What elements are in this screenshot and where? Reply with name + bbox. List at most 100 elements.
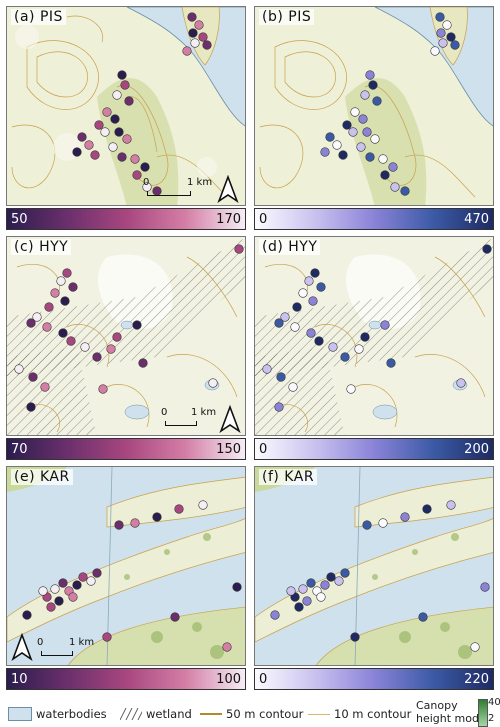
- sample-point: [304, 276, 314, 286]
- sample-point: [400, 186, 410, 196]
- sample-point: [66, 336, 76, 346]
- sample-point: [480, 582, 490, 592]
- map-legend: waterbodies wetland 50 m contour 10 m co…: [0, 697, 500, 727]
- panel-label-f: (f) KAR: [259, 469, 318, 485]
- sample-point: [380, 170, 390, 180]
- sample-point: [274, 318, 284, 328]
- sample-point: [360, 90, 370, 100]
- sample-point: [100, 127, 110, 137]
- colorbar-max-c: 150: [216, 442, 241, 457]
- sample-point: [26, 318, 36, 328]
- sample-point: [117, 152, 127, 162]
- sample-point: [60, 296, 70, 306]
- panel-label-b: (b) PIS: [259, 9, 315, 25]
- north-arrow-icon: [11, 633, 33, 661]
- sample-point: [124, 96, 134, 106]
- sample-point: [372, 96, 382, 106]
- sample-point: [208, 378, 218, 388]
- sample-point: [388, 162, 398, 172]
- sample-point: [294, 602, 304, 612]
- sample-point: [92, 568, 102, 578]
- sample-point: [340, 568, 350, 578]
- sample-point: [138, 358, 148, 368]
- sample-point: [54, 596, 64, 606]
- wetland-hatch-icon: [120, 708, 142, 720]
- sample-point: [182, 46, 192, 56]
- sample-point: [132, 320, 142, 330]
- sample-point: [50, 584, 60, 594]
- sample-point: [302, 596, 312, 606]
- sample-point: [306, 328, 316, 338]
- sample-point: [456, 378, 466, 388]
- sample-point: [298, 584, 308, 594]
- sample-point: [234, 244, 244, 254]
- sample-point: [114, 520, 124, 530]
- map-panel-e: (e) KAR 0 1 km: [6, 466, 246, 666]
- sample-point: [56, 276, 66, 286]
- sample-point: [112, 332, 122, 342]
- scale-dist-a: 1 km: [187, 177, 213, 188]
- sample-point: [120, 80, 130, 90]
- sample-point: [108, 142, 118, 152]
- colorbar-f: 0 220: [254, 668, 494, 690]
- sample-point: [122, 134, 132, 144]
- sample-point: [276, 372, 286, 382]
- colorbar-min-d: 0: [259, 442, 268, 457]
- sample-point: [298, 288, 308, 298]
- sample-point: [188, 28, 198, 38]
- sample-point: [77, 132, 87, 142]
- colorbar-min-c: 70: [11, 442, 28, 457]
- sample-point: [470, 642, 480, 652]
- sample-point: [190, 38, 200, 48]
- colorbar-max-a: 170: [216, 212, 241, 227]
- sample-point: [325, 132, 335, 142]
- sample-point: [320, 147, 330, 157]
- sample-point: [86, 576, 96, 586]
- legend-contour50-label: 50 m contour: [226, 707, 304, 721]
- map-hyy-d: [255, 237, 493, 435]
- sample-point: [310, 268, 320, 278]
- sample-point: [187, 12, 197, 22]
- legend-canopy-line1: Canopy: [416, 699, 458, 712]
- sample-point: [114, 127, 124, 137]
- contour50-line-icon: [200, 713, 222, 715]
- sample-point: [106, 344, 116, 354]
- colorbar-min-a: 50: [11, 212, 28, 227]
- sample-point: [446, 32, 456, 42]
- sample-point: [370, 134, 380, 144]
- sample-point: [98, 384, 108, 394]
- sample-point: [152, 186, 162, 196]
- sample-point: [482, 244, 492, 254]
- sample-point: [130, 154, 140, 164]
- sample-point: [58, 328, 68, 338]
- sample-point: [68, 282, 78, 292]
- sample-point: [270, 610, 280, 620]
- sample-point: [340, 352, 350, 362]
- sample-point: [132, 170, 142, 180]
- colorbar-max-d: 200: [464, 442, 489, 457]
- sample-point: [102, 107, 112, 117]
- sample-point: [26, 402, 36, 412]
- sample-point: [84, 140, 94, 150]
- sample-point: [358, 114, 368, 124]
- sample-point: [378, 518, 388, 528]
- sample-point: [314, 336, 324, 346]
- sample-point: [140, 162, 150, 172]
- sample-point: [292, 302, 302, 312]
- sample-point: [418, 612, 428, 622]
- map-panel-f: (f) KAR: [254, 466, 494, 666]
- sample-point: [316, 282, 326, 292]
- colorbar-a: 50 170: [6, 208, 246, 230]
- sample-point: [365, 152, 375, 162]
- sample-point: [442, 20, 452, 30]
- sample-point: [117, 70, 127, 80]
- legend-wetland: wetland: [120, 707, 192, 721]
- sample-point: [174, 504, 184, 514]
- colorbar-max-b: 470: [464, 212, 489, 227]
- sample-point: [262, 364, 272, 374]
- scale-zero-a: 0: [143, 177, 150, 188]
- colorbar-min-b: 0: [259, 212, 268, 227]
- sample-point: [334, 576, 344, 586]
- canopy-colorbar: [478, 699, 488, 727]
- legend-10m-contour: 10 m contour: [308, 707, 411, 721]
